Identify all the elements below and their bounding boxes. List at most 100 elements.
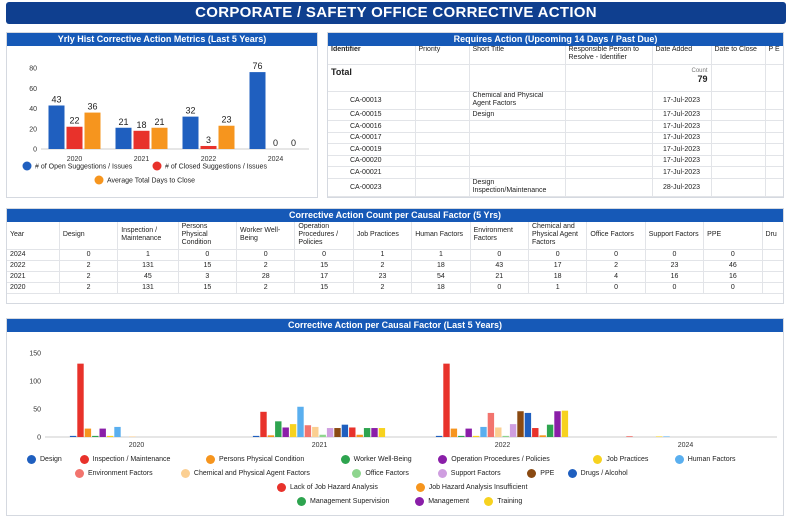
bar-management-2022[interactable] bbox=[554, 411, 561, 437]
col-dru[interactable]: Dru bbox=[762, 222, 783, 250]
bar-of-open-suggestions-issues-2022[interactable] bbox=[182, 116, 199, 149]
col-date-to-close[interactable]: Date to Close bbox=[711, 46, 766, 65]
bar-job-hazard-analysis-insufficient-2021[interactable] bbox=[356, 434, 363, 437]
bar-of-closed-suggestions-issues-2022[interactable] bbox=[200, 145, 217, 149]
bar-support-factors-2021[interactable] bbox=[326, 428, 334, 437]
bar-persons-physical-condition-2022[interactable] bbox=[450, 428, 458, 437]
bar-average-total-days-to-close-2020[interactable] bbox=[84, 112, 101, 149]
col-operation-procedures-policies[interactable]: Operation Procedures / Policies bbox=[294, 222, 354, 250]
legend-item-chemical-and-physical-agent-factors[interactable]: Chemical and Physical Agent Factors bbox=[180, 469, 310, 478]
bar-average-total-days-to-close-2022[interactable] bbox=[218, 125, 235, 149]
table-row[interactable]: CA-00021 17-Jul-2023 bbox=[328, 166, 783, 179]
bar-drugs-alcohol-2022[interactable] bbox=[524, 412, 532, 437]
bar-inspection-maintenance-2024[interactable] bbox=[626, 436, 633, 437]
legend-item-persons-physical-condition[interactable]: Persons Physical Condition bbox=[206, 455, 304, 464]
table-row[interactable]: CA-00013 Chemical and Physical Agent Fact… bbox=[328, 91, 783, 110]
bar-management-supervision-2021[interactable] bbox=[363, 428, 371, 437]
col-office-factors[interactable]: Office Factors bbox=[586, 222, 646, 250]
bar-human-factors-2022[interactable] bbox=[480, 426, 487, 437]
table-row[interactable]: 2021 2 45 3 28 17 23 54 21 18 4 16 16 bbox=[7, 271, 783, 283]
bar-job-practices-2024[interactable] bbox=[655, 436, 663, 437]
col-short-title[interactable]: Short Title bbox=[469, 46, 566, 65]
col-worker-well-being[interactable]: Worker Well-Being bbox=[236, 222, 296, 250]
bar-management-supervision-2022[interactable] bbox=[546, 424, 554, 437]
bar-of-open-suggestions-issues-2024[interactable] bbox=[249, 72, 266, 149]
bar-lack-of-job-hazard-analysis-2021[interactable] bbox=[349, 427, 356, 437]
legend-item-human-factors[interactable]: Human Factors bbox=[674, 455, 736, 464]
col-year[interactable]: Year bbox=[7, 222, 60, 250]
bar-ppe-2021[interactable] bbox=[334, 428, 341, 437]
bar-persons-physical-condition-2020[interactable] bbox=[84, 428, 92, 437]
col-job-practices[interactable]: Job Practices bbox=[353, 222, 413, 250]
table-row[interactable]: CA-00019 17-Jul-2023 bbox=[328, 143, 783, 156]
table-row[interactable]: 2022 2 131 15 2 15 2 18 43 17 2 23 46 bbox=[7, 260, 783, 272]
bar-inspection-maintenance-2020[interactable] bbox=[77, 363, 84, 437]
legend-item-of-open-suggestions-issues[interactable]: # of Open Suggestions / Issues bbox=[22, 161, 133, 171]
bar-drugs-alcohol-2021[interactable] bbox=[341, 424, 349, 437]
table-row[interactable]: CA-00016 17-Jul-2023 bbox=[328, 120, 783, 133]
bar-chemical-and-physical-agent-factors-2020[interactable] bbox=[129, 436, 136, 437]
bar-human-factors-2024[interactable] bbox=[663, 436, 670, 437]
legend-item-office-factors[interactable]: Office Factors bbox=[352, 469, 409, 478]
bar-environment-factors-2021[interactable] bbox=[304, 425, 312, 437]
legend-item-job-hazard-analysis-insufficient[interactable]: Job Hazard Analysis Insufficient bbox=[415, 483, 527, 492]
bar-of-closed-suggestions-issues-2020[interactable] bbox=[66, 126, 83, 149]
col-identifier[interactable]: Identifier bbox=[328, 46, 416, 65]
bar-chemical-and-physical-agent-factors-2021[interactable] bbox=[312, 426, 319, 437]
bar-design-2021[interactable] bbox=[252, 435, 260, 437]
bar-office-factors-2022[interactable] bbox=[502, 435, 509, 437]
table-row[interactable]: CA-00015 Design 17-Jul-2023 bbox=[328, 109, 783, 121]
legend-item-average-total-days-to-close[interactable]: Average Total Days to Close bbox=[94, 175, 196, 185]
legend-item-operation-procedures-policies[interactable]: Operation Procedures / Policies bbox=[438, 455, 550, 464]
col-pe[interactable]: P E bbox=[765, 46, 783, 65]
table-row[interactable]: 2020 2 131 15 2 15 2 18 0 1 0 0 0 bbox=[7, 282, 783, 294]
bar-chemical-and-physical-agent-factors-2022[interactable] bbox=[495, 427, 502, 437]
col-environment-factors[interactable]: Environment Factors bbox=[470, 222, 529, 250]
col-persons-physical-condition[interactable]: Persons Physical Condition bbox=[178, 222, 238, 250]
bar-lack-of-job-hazard-analysis-2022[interactable] bbox=[532, 428, 539, 437]
bar-environment-factors-2022[interactable] bbox=[487, 412, 495, 437]
bar-persons-physical-condition-2021[interactable] bbox=[267, 435, 275, 437]
legend-item-management[interactable]: Management bbox=[415, 497, 469, 506]
legend-item-management-supervision[interactable]: Management Supervision bbox=[297, 497, 389, 506]
legend-item-drugs-alcohol[interactable]: Drugs / Alcohol bbox=[567, 469, 628, 478]
bar-worker-well-being-2021[interactable] bbox=[275, 421, 282, 437]
col-chemical-and-physical-agent-factors[interactable]: Chemical and Physical Agent Factors bbox=[528, 222, 588, 250]
legend-item-worker-well-being[interactable]: Worker Well-Being bbox=[340, 455, 412, 464]
table-row[interactable]: 2024 0 1 0 0 0 1 1 0 0 0 0 0 bbox=[7, 249, 783, 261]
col-design[interactable]: Design bbox=[59, 222, 119, 250]
bar-of-open-suggestions-issues-2021[interactable] bbox=[115, 127, 132, 149]
legend-item-design[interactable]: Design bbox=[27, 455, 62, 464]
legend-item-job-practices[interactable]: Job Practices bbox=[593, 455, 648, 464]
bar-inspection-maintenance-2022[interactable] bbox=[443, 363, 450, 437]
bar-operation-procedures-policies-2020[interactable] bbox=[99, 428, 106, 437]
bar-operation-procedures-policies-2021[interactable] bbox=[282, 427, 289, 437]
bar-design-2020[interactable] bbox=[69, 435, 77, 437]
bar-job-hazard-analysis-insufficient-2022[interactable] bbox=[539, 435, 546, 437]
bar-training-2022[interactable] bbox=[561, 410, 569, 437]
bar-office-factors-2021[interactable] bbox=[319, 434, 326, 437]
bar-inspection-maintenance-2021[interactable] bbox=[260, 411, 267, 437]
bar-management-2021[interactable] bbox=[371, 428, 378, 437]
legend-item-lack-of-job-hazard-analysis[interactable]: Lack of Job Hazard Analysis bbox=[277, 483, 378, 492]
col-responsible-person[interactable]: Responsible Person to Resolve - Identifi… bbox=[565, 46, 653, 65]
table-row[interactable]: CA-00023 Design Inspection/Maintenance 28-… bbox=[328, 178, 783, 197]
col-ppe[interactable]: PPE bbox=[703, 222, 763, 250]
bar-job-practices-2021[interactable] bbox=[289, 424, 297, 437]
bar-of-open-suggestions-issues-2020[interactable] bbox=[48, 105, 65, 149]
bar-ppe-2022[interactable] bbox=[517, 411, 524, 437]
legend-item-training[interactable]: Training bbox=[484, 497, 522, 506]
bar-human-factors-2020[interactable] bbox=[114, 426, 121, 437]
bar-human-factors-2021[interactable] bbox=[297, 406, 304, 437]
legend-item-of-closed-suggestions-issues[interactable]: # of Closed Suggestions / Issues bbox=[152, 161, 268, 171]
col-human-factors[interactable]: Human Factors bbox=[411, 222, 471, 250]
bar-worker-well-being-2022[interactable] bbox=[458, 435, 465, 437]
bar-job-practices-2020[interactable] bbox=[106, 435, 114, 437]
col-support-factors[interactable]: Support Factors bbox=[645, 222, 705, 250]
bar-of-closed-suggestions-issues-2021[interactable] bbox=[133, 130, 150, 149]
legend-item-environment-factors[interactable]: Environment Factors bbox=[75, 469, 153, 478]
col-priority[interactable]: Priority bbox=[415, 46, 470, 65]
table-row[interactable]: CA-00017 17-Jul-2023 bbox=[328, 132, 783, 144]
bar-job-practices-2022[interactable] bbox=[472, 435, 480, 437]
bar-worker-well-being-2020[interactable] bbox=[92, 435, 99, 437]
